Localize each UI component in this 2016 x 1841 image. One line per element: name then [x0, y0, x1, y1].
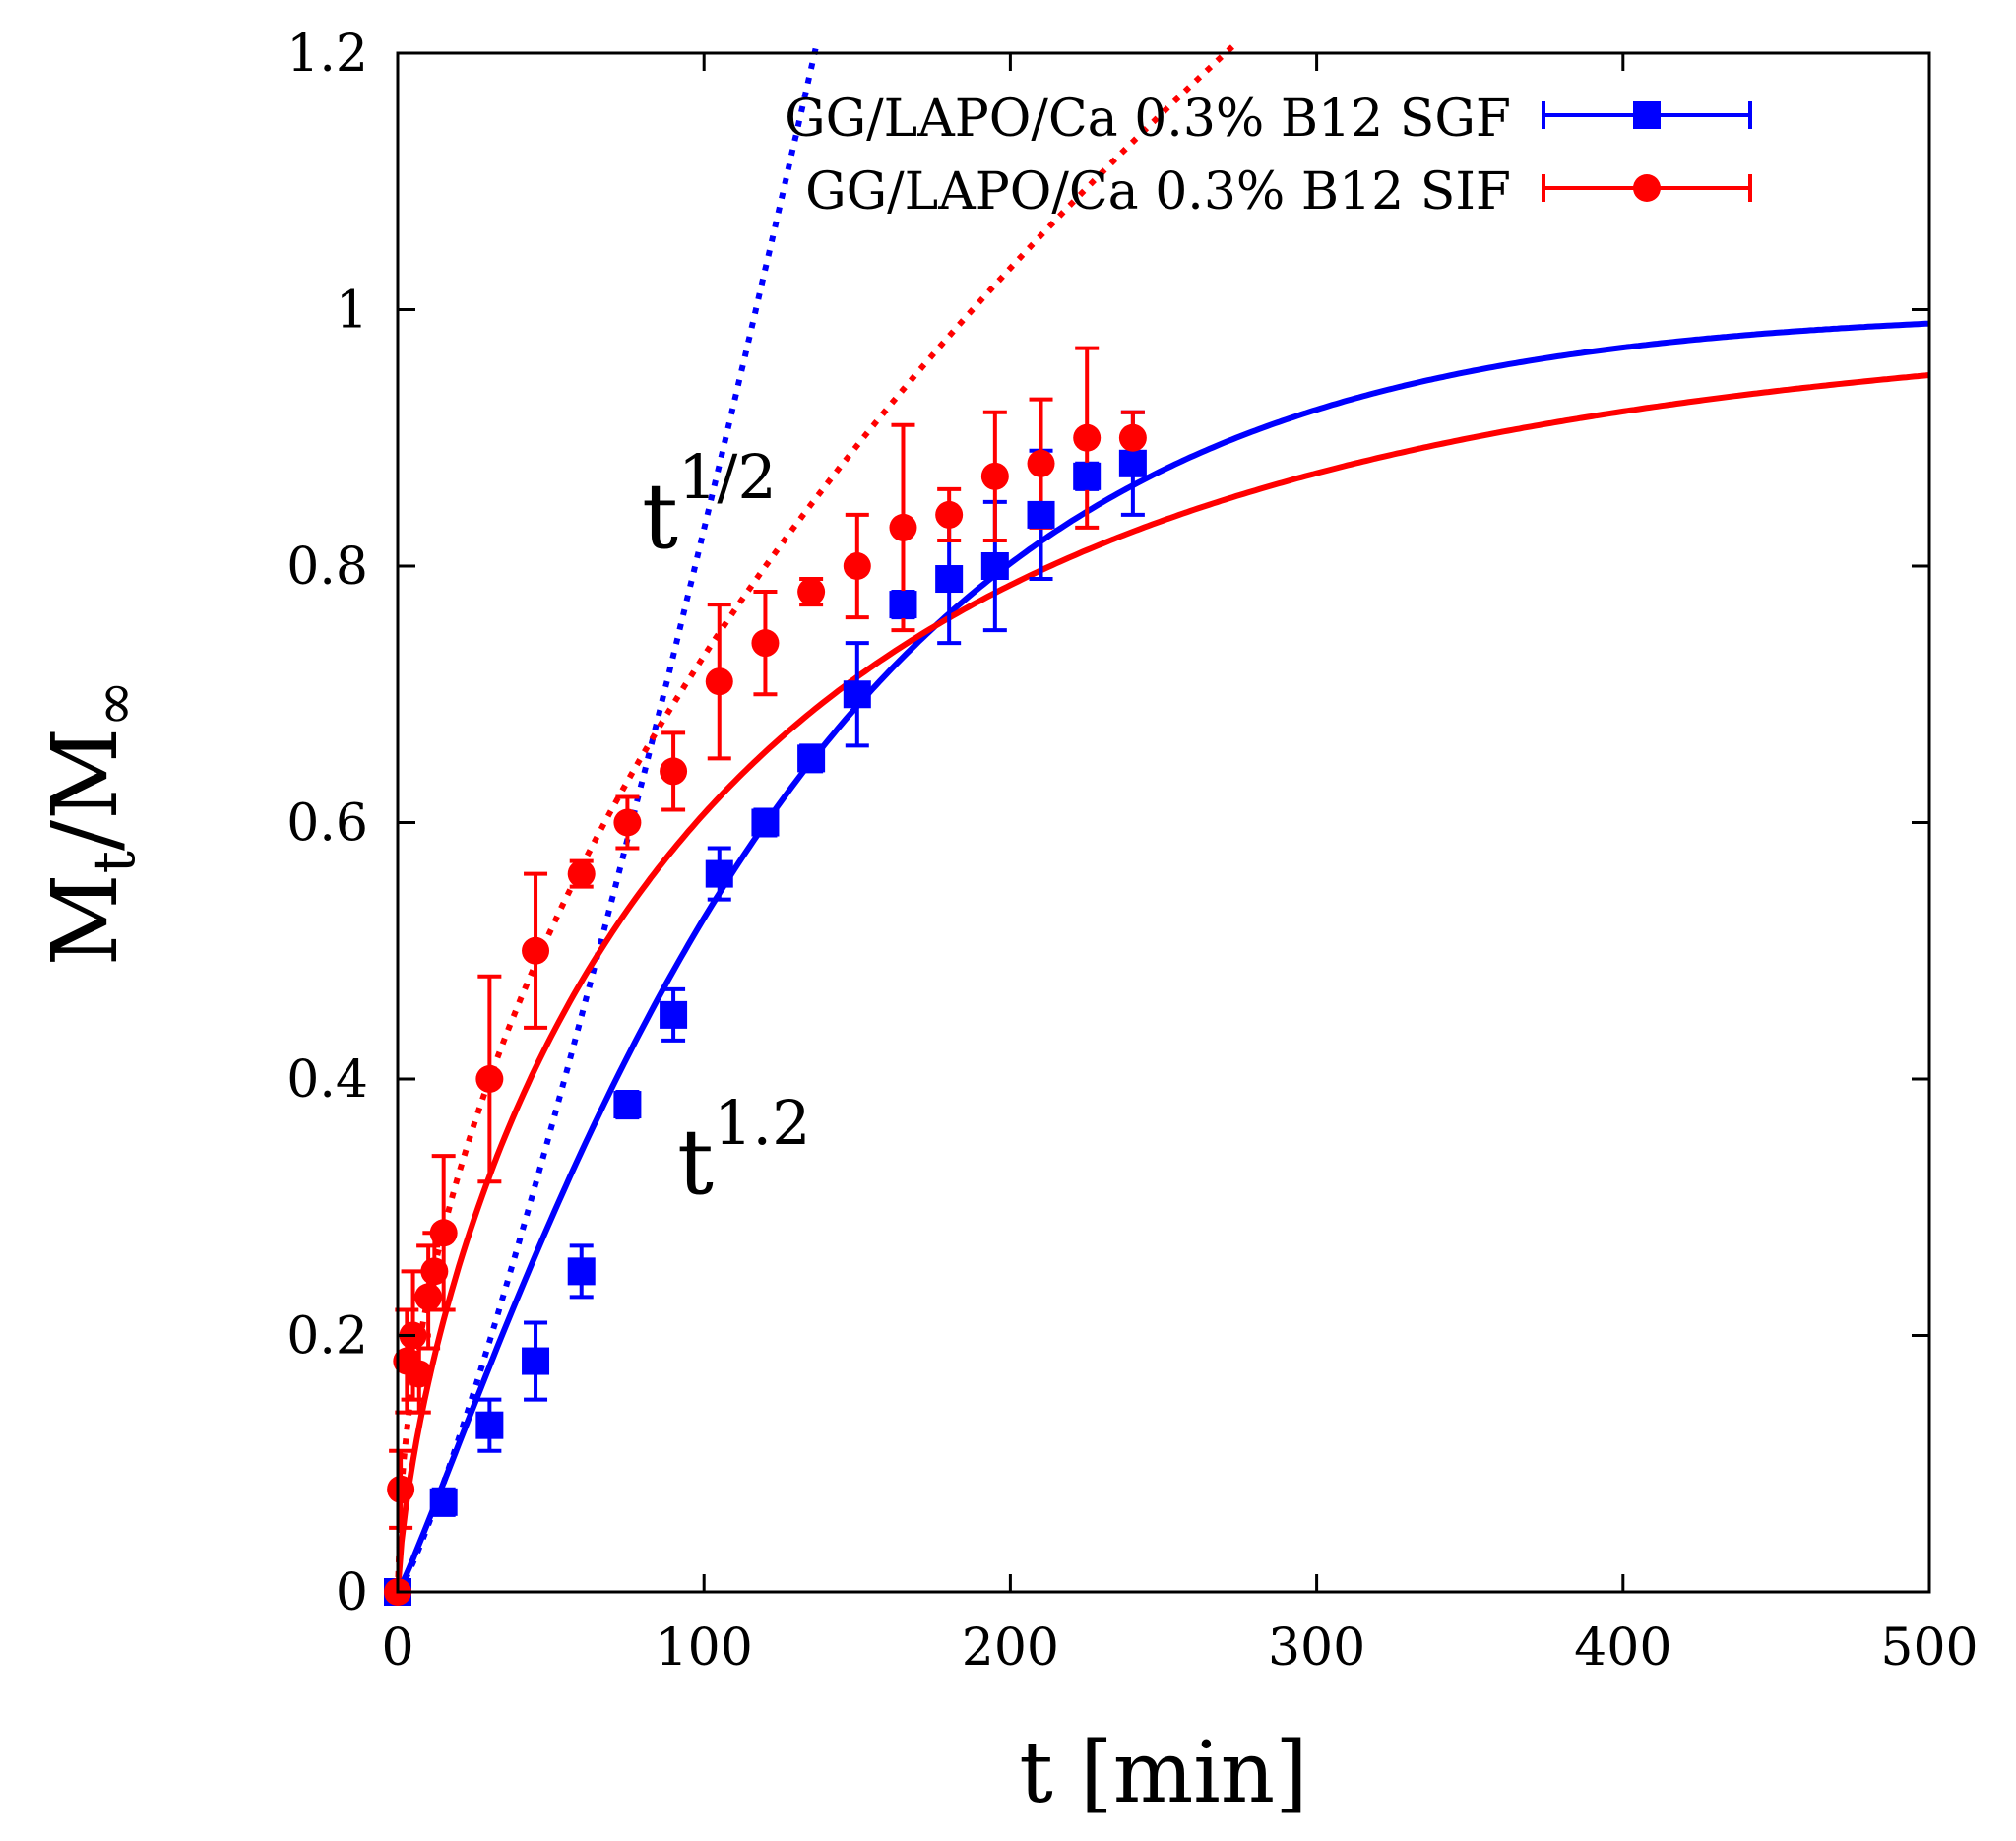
- y-tick-label: 0.6: [286, 794, 368, 854]
- sif-exponent-label: t1/2: [642, 441, 777, 569]
- y-tick-label: 1.2: [286, 25, 368, 84]
- data-point-sgf: [613, 1091, 642, 1119]
- data-point-sgf: [889, 591, 917, 619]
- data-point-sif: [1027, 449, 1055, 477]
- y-axis-title-main: M: [32, 873, 138, 966]
- data-point-sgf: [522, 1347, 550, 1375]
- x-tick-label: 200: [962, 1619, 1059, 1678]
- legend: GG/LAPO/Ca 0.3% B12 SGF GG/LAPO/Ca 0.3% …: [785, 90, 1752, 222]
- data-point-sif: [414, 1283, 443, 1311]
- data-point-sgf: [1073, 462, 1102, 490]
- data-point-sif: [660, 757, 688, 786]
- sif-exponent-value: 1/2: [678, 441, 777, 513]
- data-point-sgf: [1118, 449, 1147, 477]
- y-axis-title-sub1: t: [81, 851, 148, 873]
- y-tick-label: 0: [336, 1563, 368, 1622]
- x-tick-label: 300: [1268, 1619, 1365, 1678]
- x-tick-label: 400: [1574, 1619, 1671, 1678]
- data-point-sgf: [475, 1411, 504, 1439]
- data-point-sif: [751, 629, 780, 658]
- y-axis-title-sep: /M: [32, 728, 138, 851]
- legend-label-sif: GG/LAPO/Ca 0.3% B12 SIF: [805, 162, 1511, 222]
- data-point-sgf: [429, 1488, 458, 1516]
- data-point-sgf: [1027, 500, 1055, 529]
- data-point-sif: [705, 667, 733, 696]
- data-point-sif: [1118, 423, 1147, 452]
- legend-sample-sif: [1542, 174, 1752, 202]
- y-axis-title: Mt/M∞: [32, 679, 148, 966]
- axis-ticks: [396, 51, 1931, 1594]
- data-point-sif: [1073, 423, 1102, 452]
- data-point-sgf: [797, 744, 826, 773]
- legend-sample-sgf: [1542, 101, 1752, 129]
- data-point-sif: [980, 462, 1009, 490]
- legend-marker: [1633, 101, 1661, 129]
- data-point-sif: [797, 578, 826, 606]
- data-point-sgf: [660, 1000, 688, 1029]
- data-point-sif: [567, 859, 596, 888]
- data-point-sif: [889, 513, 917, 541]
- x-tick-label: 0: [381, 1619, 413, 1678]
- data-point-sgf: [751, 808, 780, 837]
- x-tick-label: 100: [656, 1619, 753, 1678]
- data-point-sgf: [705, 859, 733, 888]
- sgf-exponent-label: t1.2: [677, 1087, 811, 1215]
- fit-curve-sif: [395, 372, 1930, 1593]
- y-axis-title-sub2: ∞: [81, 679, 148, 727]
- data-point-sif: [429, 1219, 458, 1247]
- x-axis-title: t [min]: [1019, 1724, 1307, 1822]
- data-point-sgf: [935, 565, 964, 594]
- data-point-sif: [405, 1360, 433, 1388]
- y-tick-label: 0.4: [286, 1050, 368, 1110]
- x-tick-label: 500: [1880, 1619, 1978, 1678]
- data-point-sif: [387, 1475, 415, 1503]
- y-tick-label: 1: [336, 282, 368, 341]
- data-point-sif: [935, 500, 964, 529]
- data-point-sgf: [843, 680, 871, 709]
- sgf-exponent-value: 1.2: [714, 1087, 811, 1159]
- data-point-sgf: [980, 552, 1009, 580]
- data-point-sif: [522, 936, 550, 965]
- data-point-sgf: [567, 1257, 596, 1286]
- data-point-sif: [475, 1065, 504, 1093]
- tick-labels: 0 100 200 300 400 500 0 0.2 0.4 0.6 0.8 1 1.2: [286, 25, 1978, 1678]
- fit-curve-sgf: [395, 320, 1930, 1594]
- sif-exponent-base: t: [642, 464, 678, 569]
- power-law-fit-sgf: [395, 40, 821, 1594]
- legend-marker: [1633, 174, 1661, 202]
- data-point-sif: [613, 808, 642, 837]
- legend-label-sgf: GG/LAPO/Ca 0.3% B12 SGF: [785, 90, 1511, 149]
- y-tick-label: 0.2: [286, 1307, 368, 1366]
- y-tick-label: 0.8: [286, 538, 368, 597]
- data-point-sif: [843, 552, 871, 580]
- data-point-sif: [420, 1257, 449, 1286]
- sgf-exponent-base: t: [677, 1110, 714, 1215]
